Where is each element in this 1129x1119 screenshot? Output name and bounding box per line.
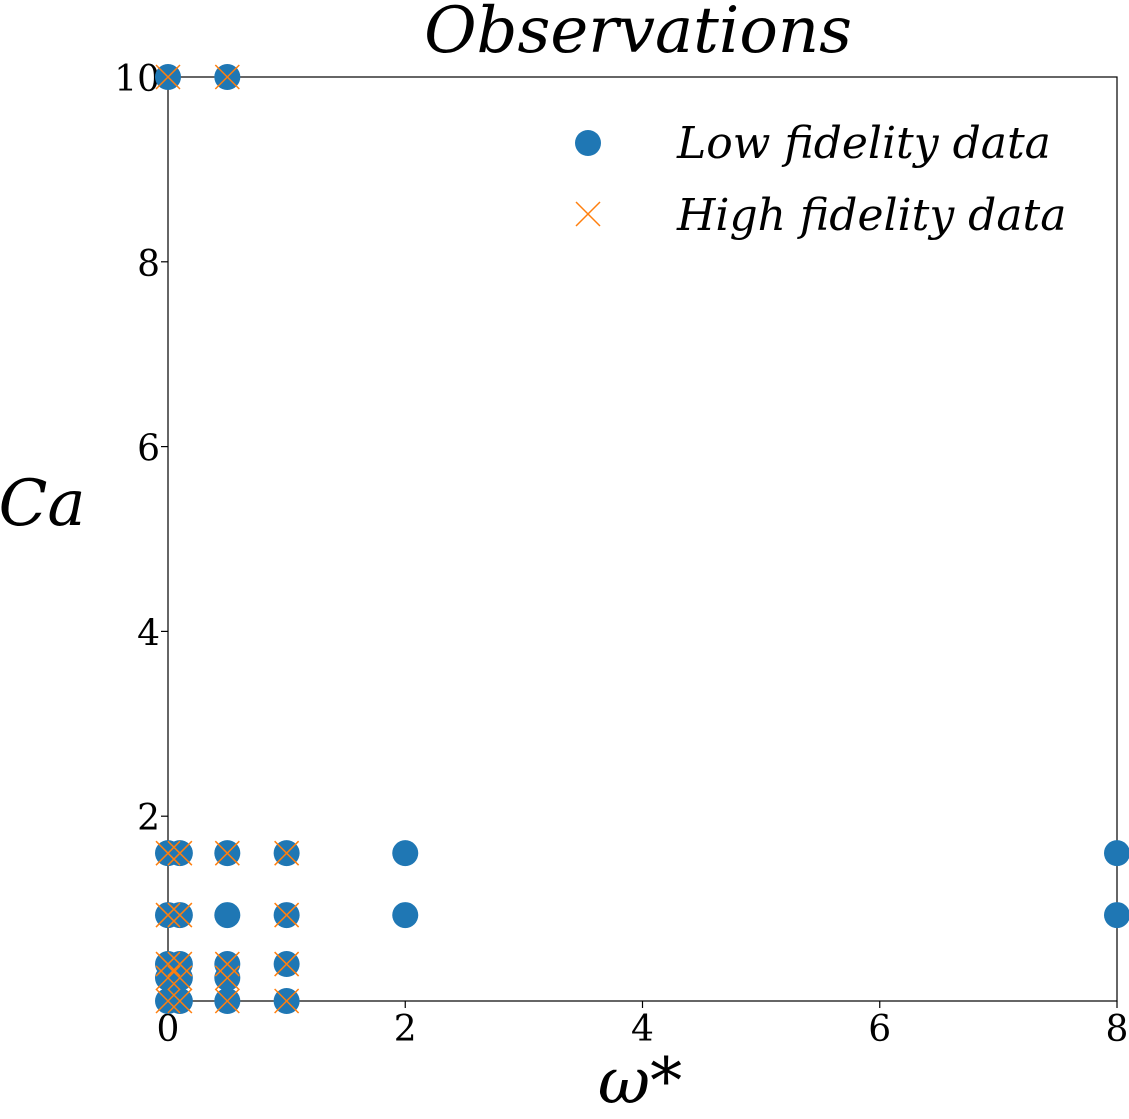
high-fidelity-point (167, 951, 193, 977)
x-axis-label: ω* (598, 1045, 682, 1119)
chart-title: Observations (424, 0, 852, 68)
low-fidelity-point (214, 902, 241, 929)
tick-group: 0 2 4 6 8 2 4 6 8 10 (114, 59, 1128, 1050)
high-fidelity-point (274, 988, 300, 1014)
high-fidelity-point (274, 840, 300, 866)
high-fidelity-point (155, 988, 181, 1014)
low-fidelity-point (392, 840, 419, 867)
low-fidelity-point (1104, 840, 1129, 867)
x-tick-label: 6 (868, 1009, 891, 1050)
y-tick-label: 8 (137, 244, 160, 285)
high-fidelity-point (167, 965, 193, 991)
legend: Low fidelity data High fidelity data (575, 118, 1066, 241)
y-axis-label: Ca (0, 467, 86, 541)
high-fidelity-point (155, 902, 181, 928)
high-fidelity-point (214, 965, 240, 991)
x-tick-label: 8 (1106, 1009, 1129, 1050)
legend-marker-high-fidelity (575, 201, 601, 227)
high-fidelity-point (155, 965, 181, 991)
low-fidelity-point (1104, 902, 1129, 929)
high-fidelity-point (214, 951, 240, 977)
high-fidelity-point (155, 840, 181, 866)
legend-marker-low-fidelity (575, 130, 601, 156)
legend-label-high-fidelity: High fidelity data (676, 190, 1066, 241)
y-tick-label: 4 (137, 613, 160, 654)
high-fidelity-point (274, 951, 300, 977)
high-fidelity-point (155, 64, 181, 90)
high-fidelity-point (155, 951, 181, 977)
high-fidelity-point (167, 988, 193, 1014)
high-fidelity-point (167, 840, 193, 866)
legend-label-low-fidelity: Low fidelity data (676, 118, 1051, 169)
y-tick-label: 6 (137, 429, 160, 470)
x-tick-label: 0 (157, 1009, 180, 1050)
x-tick-label: 2 (394, 1009, 417, 1050)
high-fidelity-point (214, 840, 240, 866)
high-fidelity-point (214, 988, 240, 1014)
y-tick-label: 10 (114, 59, 160, 100)
low-fidelity-point (392, 902, 419, 929)
high-fidelity-point (214, 64, 240, 90)
y-tick-label: 2 (137, 798, 160, 839)
high-fidelity-point (274, 902, 300, 928)
high-fidelity-point (167, 902, 193, 928)
data-points (155, 64, 1129, 1014)
x-tick-label: 4 (631, 1009, 654, 1050)
